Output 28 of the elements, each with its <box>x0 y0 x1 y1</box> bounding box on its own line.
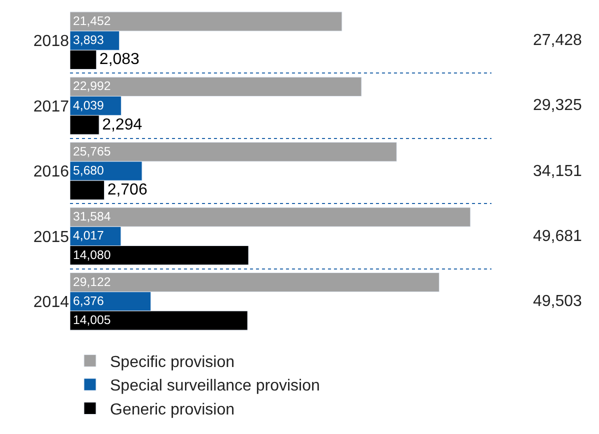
legend-label: Special surveillance provision <box>110 378 320 395</box>
data-label: 31,584 <box>73 210 111 224</box>
data-label: 14,080 <box>73 248 111 262</box>
y-tick-label: 2017 <box>33 98 70 116</box>
text: 34,151 <box>533 163 582 180</box>
data-label: 4,017 <box>73 228 104 243</box>
y-tick-label: 2018 <box>33 33 70 50</box>
y-tick-label: 2015 <box>33 228 70 246</box>
data-label: 6,376 <box>73 294 104 308</box>
text: 29,325 <box>533 97 582 114</box>
data-label: 5,680 <box>73 163 104 178</box>
text: 49,681 <box>533 228 582 245</box>
data-label: 2,294 <box>102 116 142 134</box>
y-tick-label: 2014 <box>33 294 70 311</box>
text: 49,503 <box>533 293 582 310</box>
legend-label: Generic provision <box>110 402 234 419</box>
data-label: 21,452 <box>73 14 111 28</box>
data-label: 4,039 <box>73 98 104 112</box>
data-label: 3,893 <box>73 33 104 48</box>
data-label: 29,122 <box>73 274 111 289</box>
data-label: 14,005 <box>73 313 111 327</box>
data-label: 25,765 <box>73 144 111 158</box>
y-tick-label: 2016 <box>33 164 70 181</box>
data-label: 22,992 <box>73 79 111 94</box>
data-label: 2,083 <box>99 51 140 68</box>
data-label: 2,706 <box>107 182 148 199</box>
text: 27,428 <box>533 32 582 49</box>
legend-label: Specific provision <box>110 354 234 371</box>
